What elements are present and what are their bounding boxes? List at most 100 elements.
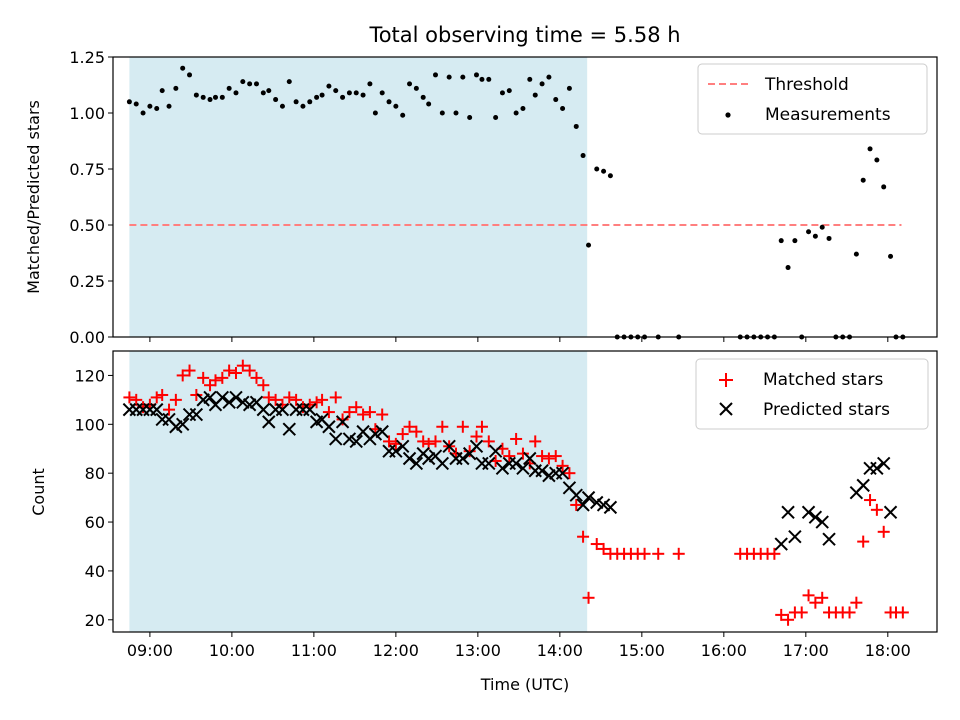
measurement-point [607, 173, 613, 179]
measurement-point [467, 114, 473, 120]
measurement-point [560, 106, 566, 112]
predicted-star-point [335, 415, 350, 429]
top-panel: 0.00 0.25 0.50 0.75 1.00 1.25 Matched/Predict… [24, 48, 938, 347]
measurement-point [853, 251, 859, 257]
matched-star-point [795, 606, 808, 619]
measurement-point [159, 88, 165, 94]
predicted-star-point [389, 444, 403, 458]
measurement-point [881, 184, 887, 190]
measurement-point [180, 65, 186, 71]
measurement-point [486, 76, 492, 82]
bottom-shaded-region [129, 351, 588, 632]
measurement-point [126, 99, 132, 105]
measurement-point [532, 92, 538, 98]
bottom-xtick-label: 13:00 [455, 641, 501, 660]
matched-star-point [350, 401, 363, 414]
bottom-panel: 20 40 60 80 100 120 09:00 10:00 11:00 12:00 13:00… [29, 350, 938, 694]
matched-star-point [403, 420, 416, 433]
measurement-point [573, 123, 579, 129]
measurement-point [792, 238, 798, 244]
bottom-legend-box [695, 358, 929, 430]
measurement-point [386, 99, 392, 105]
bottom-xtick-label: 16:00 [701, 641, 747, 660]
measurement-point [520, 106, 526, 112]
measurement-point [513, 110, 519, 116]
predicted-star-point [801, 505, 816, 519]
bottom-ytick-label: 40 [85, 562, 105, 581]
predicted-star-point [576, 498, 590, 512]
measurement-point [819, 224, 825, 230]
measurement-point [806, 229, 812, 235]
legend-measurements-label: Measurements [765, 105, 891, 125]
matched-star-point [809, 596, 822, 609]
predicted-star-point [883, 505, 898, 519]
predicted-star-point [256, 402, 271, 417]
measurement-point [340, 94, 346, 100]
measurement-point [207, 97, 213, 103]
measurement-point [407, 81, 413, 87]
predicted-star-point [535, 464, 549, 478]
measurement-point [219, 94, 225, 100]
matched-star-point [197, 371, 210, 384]
measurement-point [413, 85, 419, 91]
predicted-star-point [495, 461, 510, 475]
matched-star-point [190, 388, 203, 401]
predicted-star-point [395, 439, 410, 454]
matched-star-point [329, 391, 342, 404]
predicted-star-point [349, 434, 363, 449]
matched-star-point [310, 396, 323, 409]
matched-star-point [556, 459, 569, 472]
top-ytick-label: 0.25 [69, 272, 105, 291]
measurement-point [594, 166, 600, 172]
predicted-star-point [303, 402, 317, 417]
predicted-star-point [603, 500, 618, 515]
measurement-point [173, 85, 179, 91]
measurement-point [253, 81, 259, 87]
matched-star-point [549, 450, 562, 463]
predicted-star-point [175, 417, 190, 432]
measurement-point [460, 74, 466, 80]
matched-star-point [123, 391, 136, 404]
bottom-ytick-label: 20 [85, 611, 105, 630]
matched-star-point [475, 420, 488, 433]
matched-star-point [209, 374, 222, 387]
matched-star-point [470, 430, 483, 443]
matched-star-point [243, 364, 256, 377]
matched-star-point [463, 445, 476, 458]
predicted-star-point [442, 439, 456, 454]
measurement-point [812, 233, 818, 239]
measurement-point [279, 103, 285, 109]
measurement-point [546, 74, 552, 80]
matched-star-point [870, 503, 883, 516]
matched-star-point [503, 450, 516, 463]
measurement-point [247, 81, 253, 87]
measurement-point [193, 92, 199, 98]
matched-star-point [582, 591, 595, 604]
matched-star-point [223, 364, 236, 377]
matched-star-point [429, 435, 442, 448]
measurement-point [420, 94, 426, 100]
matched-star-point [802, 589, 815, 602]
matched-star-point [482, 435, 495, 448]
matched-star-point [150, 391, 163, 404]
measurement-point [266, 88, 272, 94]
measurement-point [785, 265, 791, 271]
predicted-star-point [222, 395, 236, 410]
bottom-ytick-label: 80 [85, 464, 105, 483]
legend-measurements-swatch [725, 112, 731, 118]
measurement-point [273, 97, 279, 103]
matched-star-point [176, 369, 189, 382]
matched-star-point [782, 613, 795, 626]
matched-star-point [376, 408, 389, 421]
matched-star-point [417, 435, 430, 448]
legend-threshold-label: Threshold [764, 75, 849, 95]
predicted-star-point [856, 478, 870, 493]
predicted-star-point [781, 505, 795, 519]
matched-star-point [436, 420, 449, 433]
bottom-xtick-label: 12:00 [373, 641, 419, 660]
top-ytick-label: 0.00 [69, 328, 105, 347]
predicted-star-point [215, 390, 230, 405]
matched-star-point [336, 413, 349, 426]
measurement-point [326, 83, 332, 89]
top-y-axis-label: Matched/Predicted stars [24, 100, 43, 294]
